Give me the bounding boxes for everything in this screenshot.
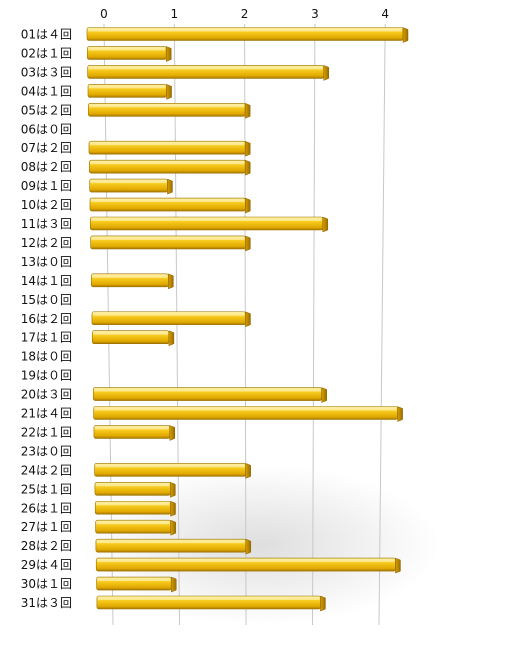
x-tick-label: 3 (311, 7, 319, 21)
category-label: 29は４回 (21, 558, 72, 572)
bar (90, 216, 329, 233)
bar (94, 481, 176, 498)
x-tick-label: 0 (100, 7, 108, 21)
category-label: 06は０回 (21, 122, 72, 136)
category-label: 10は２回 (21, 198, 72, 212)
category-label: 11は３回 (21, 217, 72, 231)
category-labels: 01は４回 02は１回 03は３回 04は１回 05は２回 06は０回 07は２回 08は２回… (21, 28, 72, 611)
bar (94, 462, 251, 479)
grid-line (378, 23, 386, 626)
category-label: 16は２回 (21, 312, 72, 326)
category-label: 09は１回 (21, 179, 72, 193)
x-tick-label: 4 (381, 7, 389, 21)
bar (87, 46, 172, 62)
category-label: 01は４回 (21, 28, 72, 42)
bar (93, 425, 176, 441)
bar (90, 273, 174, 290)
bar (93, 406, 403, 422)
bar (90, 235, 251, 252)
x-tick-label: 2 (241, 7, 249, 21)
bar (88, 140, 251, 157)
category-label: 15は０回 (21, 293, 72, 307)
bar (89, 178, 173, 195)
bar (86, 27, 409, 43)
category-label: 25は１回 (21, 482, 72, 496)
category-label: 20は３回 (21, 388, 72, 402)
bar (87, 83, 172, 100)
category-label: 28は２回 (21, 539, 72, 553)
bar (96, 595, 326, 612)
category-label: 31は３回 (21, 596, 72, 610)
category-label: 05は２回 (21, 103, 72, 117)
category-label: 19は０回 (21, 369, 72, 383)
category-label: 12は２回 (21, 236, 72, 250)
bar (89, 159, 251, 176)
category-label: 02は１回 (21, 46, 72, 60)
bar (89, 197, 251, 214)
category-label: 26は１回 (21, 501, 72, 515)
category-label: 18は０回 (21, 350, 72, 364)
bar (95, 557, 401, 574)
category-label: 21は４回 (21, 407, 72, 421)
category-label: 03は３回 (21, 65, 72, 79)
category-label: 24は２回 (21, 463, 72, 477)
bar (91, 330, 175, 347)
x-tick-label: 1 (170, 7, 178, 21)
category-label: 08は２回 (21, 160, 72, 174)
x-axis-ticks: 0 1 2 3 4 (100, 7, 389, 21)
bar (94, 500, 176, 517)
category-label: 23は０回 (21, 444, 72, 458)
category-label: 07は２回 (21, 141, 72, 155)
category-label: 27は１回 (21, 520, 72, 534)
bar (87, 65, 330, 81)
bar (88, 102, 251, 119)
bar (96, 576, 177, 593)
category-label: 17は１回 (21, 331, 72, 345)
category-label: 30は１回 (21, 577, 72, 591)
grid-line (312, 23, 316, 626)
category-label: 22は１回 (21, 425, 72, 439)
category-label: 13は０回 (21, 255, 72, 269)
category-label: 14は１回 (21, 274, 72, 288)
bar (91, 311, 251, 328)
bar (95, 538, 252, 555)
category-label: 04は１回 (21, 84, 72, 98)
bar (92, 387, 327, 403)
bar (95, 519, 176, 536)
bars (86, 27, 409, 612)
